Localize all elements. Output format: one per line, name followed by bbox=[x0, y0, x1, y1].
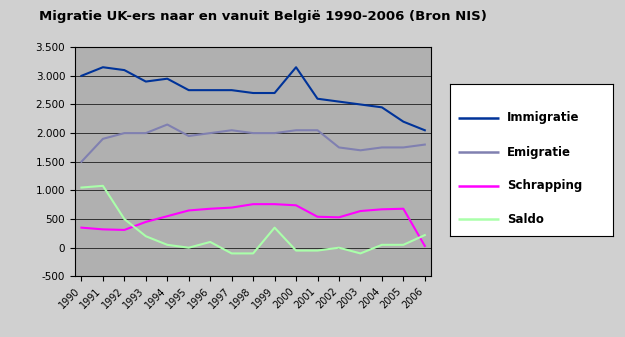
Saldo bbox=[249, 251, 257, 255]
Text: Schrapping: Schrapping bbox=[507, 179, 582, 192]
Saldo bbox=[185, 246, 192, 250]
Text: Immigratie: Immigratie bbox=[507, 111, 579, 124]
Saldo bbox=[121, 217, 128, 221]
Saldo bbox=[78, 185, 85, 189]
Emigratie bbox=[99, 137, 107, 141]
Emigratie bbox=[378, 145, 386, 149]
Emigratie bbox=[185, 134, 192, 138]
Saldo bbox=[314, 249, 321, 253]
Schrapping bbox=[271, 202, 278, 206]
Schrapping bbox=[335, 215, 342, 219]
Schrapping bbox=[121, 228, 128, 232]
Immigratie bbox=[228, 88, 236, 92]
Text: Migratie UK-ers naar en vanuit België 1990-2006 (Bron NIS): Migratie UK-ers naar en vanuit België 19… bbox=[39, 10, 486, 23]
Immigratie bbox=[121, 68, 128, 72]
Schrapping bbox=[99, 227, 107, 232]
Immigratie bbox=[142, 80, 149, 84]
Line: Immigratie: Immigratie bbox=[81, 67, 425, 130]
Schrapping bbox=[399, 207, 407, 211]
Saldo bbox=[228, 251, 236, 255]
Line: Schrapping: Schrapping bbox=[81, 204, 425, 246]
Saldo bbox=[399, 243, 407, 247]
Saldo bbox=[271, 226, 278, 230]
Schrapping bbox=[314, 215, 321, 219]
Schrapping bbox=[164, 214, 171, 218]
Immigratie bbox=[335, 99, 342, 103]
Emigratie bbox=[142, 131, 149, 135]
Emigratie bbox=[421, 143, 429, 147]
Emigratie bbox=[271, 131, 278, 135]
Schrapping bbox=[357, 209, 364, 213]
Text: Emigratie: Emigratie bbox=[507, 146, 571, 159]
Emigratie bbox=[292, 128, 300, 132]
Immigratie bbox=[378, 105, 386, 109]
Immigratie bbox=[399, 120, 407, 124]
Schrapping bbox=[421, 244, 429, 248]
Saldo bbox=[292, 249, 300, 253]
Saldo bbox=[378, 243, 386, 247]
Schrapping bbox=[249, 202, 257, 206]
Immigratie bbox=[314, 97, 321, 101]
Emigratie bbox=[78, 160, 85, 164]
Saldo bbox=[99, 184, 107, 188]
Schrapping bbox=[378, 207, 386, 211]
Immigratie bbox=[357, 102, 364, 106]
Immigratie bbox=[78, 74, 85, 78]
Saldo bbox=[357, 251, 364, 255]
Schrapping bbox=[78, 226, 85, 230]
Emigratie bbox=[399, 145, 407, 149]
Schrapping bbox=[185, 208, 192, 212]
Line: Saldo: Saldo bbox=[81, 186, 425, 253]
Schrapping bbox=[206, 207, 214, 211]
Immigratie bbox=[271, 91, 278, 95]
Emigratie bbox=[164, 122, 171, 126]
Immigratie bbox=[421, 128, 429, 132]
Saldo bbox=[421, 233, 429, 237]
Schrapping bbox=[228, 206, 236, 210]
Saldo bbox=[206, 240, 214, 244]
Emigratie bbox=[228, 128, 236, 132]
Immigratie bbox=[185, 88, 192, 92]
Line: Emigratie: Emigratie bbox=[81, 124, 425, 162]
Emigratie bbox=[206, 131, 214, 135]
Saldo bbox=[142, 234, 149, 238]
Schrapping bbox=[292, 203, 300, 207]
Emigratie bbox=[314, 128, 321, 132]
Immigratie bbox=[164, 76, 171, 81]
Immigratie bbox=[206, 88, 214, 92]
Text: Saldo: Saldo bbox=[507, 213, 544, 226]
Saldo bbox=[164, 243, 171, 247]
Emigratie bbox=[357, 148, 364, 152]
Emigratie bbox=[121, 131, 128, 135]
Immigratie bbox=[292, 65, 300, 69]
Immigratie bbox=[249, 91, 257, 95]
Schrapping bbox=[142, 220, 149, 224]
Emigratie bbox=[335, 145, 342, 149]
Immigratie bbox=[99, 65, 107, 69]
Saldo bbox=[335, 246, 342, 250]
Emigratie bbox=[249, 131, 257, 135]
